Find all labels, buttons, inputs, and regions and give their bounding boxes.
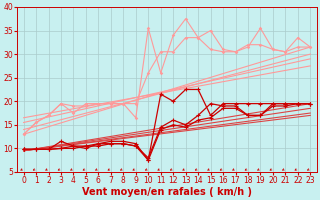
X-axis label: Vent moyen/en rafales ( km/h ): Vent moyen/en rafales ( km/h ) <box>82 187 252 197</box>
